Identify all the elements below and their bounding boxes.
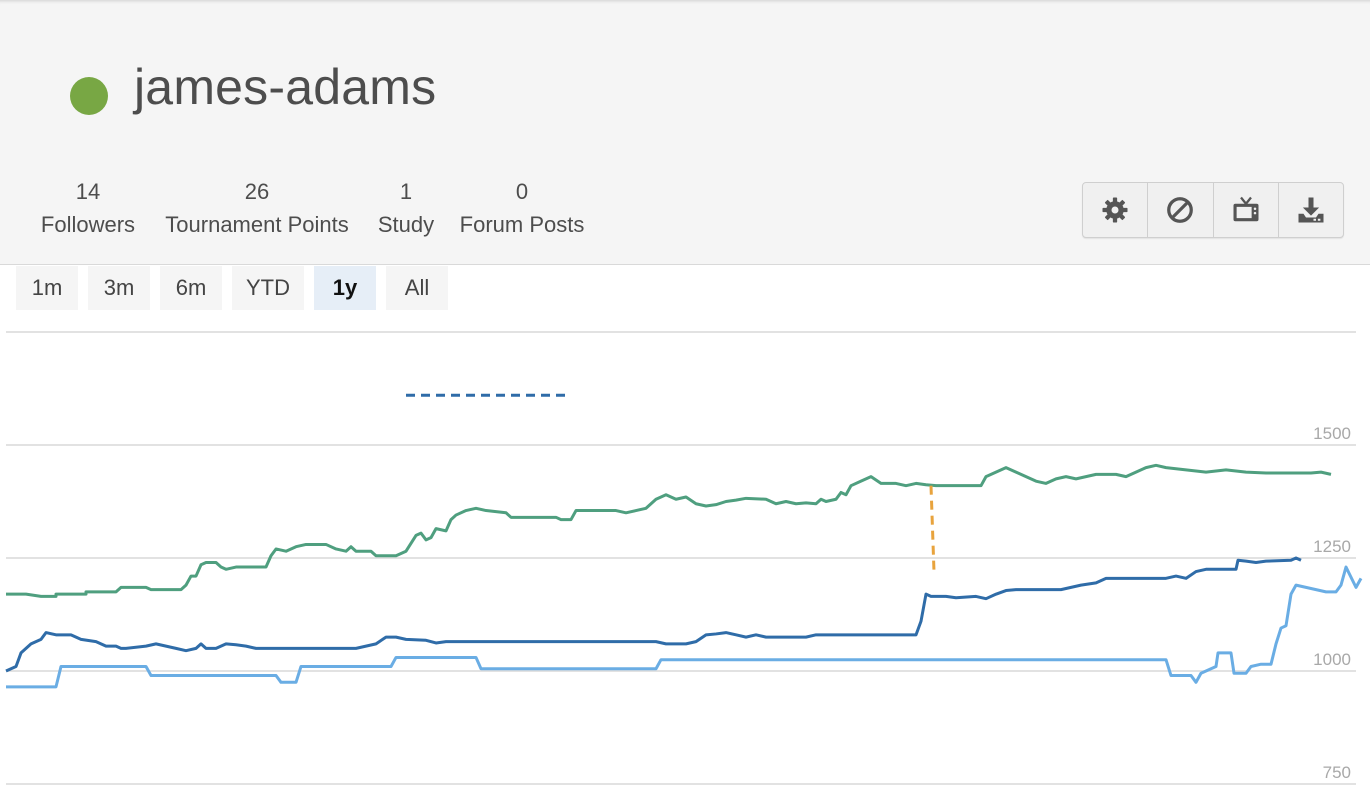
rating-series-line-0 (6, 463, 1332, 598)
rating-series-line-2 (6, 565, 1363, 689)
download-button[interactable] (1279, 183, 1343, 237)
stat-value: 0 (515, 179, 529, 204)
profile-header: james-adams 14 Followers 26 Tournament P… (0, 0, 1370, 265)
stat-label: Forum Posts (459, 212, 585, 237)
gear-icon (1102, 197, 1128, 223)
range-selector: 1m 3m 6m YTD 1y All (16, 266, 448, 310)
range-button-1m[interactable]: 1m (16, 266, 78, 310)
range-button-1y[interactable]: 1y (314, 266, 376, 310)
rating-chart: 1500 1250 1000 750 (5, 331, 1363, 785)
stat-value: 14 (75, 179, 101, 204)
stat-forum-posts[interactable]: 0 Forum Posts (453, 175, 591, 241)
username: james-adams (134, 59, 437, 115)
watch-tv-button[interactable] (1214, 183, 1279, 237)
y-tick-label: 1000 (1313, 650, 1351, 669)
stat-value: 26 (244, 179, 270, 204)
stat-followers[interactable]: 14 Followers (36, 175, 140, 241)
stat-label: Study (377, 212, 435, 237)
download-icon (1298, 197, 1324, 223)
range-button-ytd[interactable]: YTD (232, 266, 304, 310)
range-button-6m[interactable]: 6m (160, 266, 222, 310)
stat-label: Tournament Points (165, 212, 349, 237)
stat-tournament-points[interactable]: 26 Tournament Points (157, 175, 357, 241)
y-tick-label: 1250 (1313, 537, 1351, 556)
block-button[interactable] (1148, 183, 1214, 237)
y-tick-label: 1500 (1313, 424, 1351, 443)
range-button-all[interactable]: All (386, 266, 448, 310)
stat-label: Followers (40, 212, 136, 237)
online-status-icon (70, 77, 108, 115)
stat-value: 1 (399, 179, 413, 204)
stat-study[interactable]: 1 Study (372, 175, 440, 241)
profile-actions (1082, 182, 1344, 238)
range-button-3m[interactable]: 3m (88, 266, 150, 310)
preferences-button[interactable] (1083, 183, 1149, 237)
tv-icon (1233, 196, 1259, 222)
rating-series-line-1 (5, 556, 1302, 673)
block-icon (1167, 197, 1194, 223)
y-tick-label: 750 (1323, 763, 1351, 782)
